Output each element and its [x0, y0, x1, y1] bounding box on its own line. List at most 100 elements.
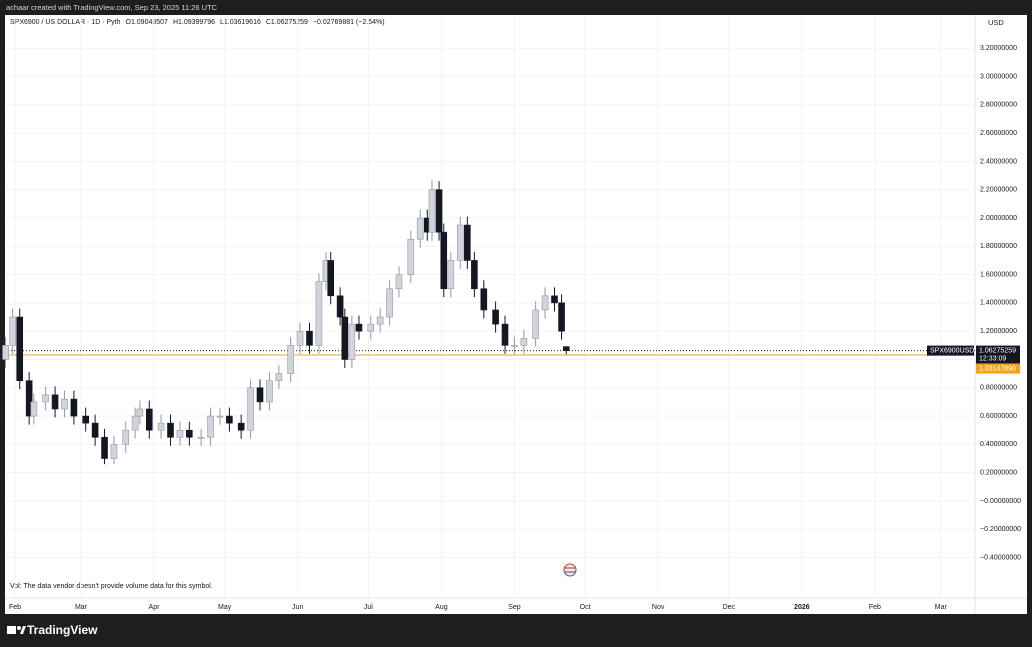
chart-panel — [5, 15, 1027, 614]
candle-body — [541, 295, 549, 311]
flag-circle — [563, 563, 577, 577]
ohlc-value: L1.03619616 — [220, 19, 261, 26]
x-tick-label: Apr — [149, 604, 161, 611]
price-label: 1.06275259 — [979, 347, 1016, 354]
y-tick-label: 0.60000000 — [980, 413, 1017, 420]
flag-icon — [563, 563, 577, 577]
candle-body — [532, 309, 539, 339]
candle-body — [520, 337, 528, 346]
candle-body — [395, 274, 403, 290]
candle-body — [341, 316, 349, 360]
y-tick-label: 0.40000000 — [980, 441, 1017, 448]
candle-body — [306, 330, 313, 346]
x-tick-label: Feb — [869, 604, 881, 611]
candle-body — [464, 224, 471, 261]
candle-body — [256, 387, 264, 403]
x-tick-label: Jun — [292, 604, 303, 611]
candle-body — [30, 401, 38, 417]
candle-body — [435, 189, 443, 233]
brand-logo: TradingView — [7, 623, 98, 637]
x-tick-label: Feb — [9, 604, 21, 611]
candle-body — [145, 408, 153, 431]
candle-body — [42, 394, 49, 403]
candle-body — [355, 323, 363, 332]
ohlc-value: C1.06275259 — [266, 19, 308, 26]
logo-mark — [7, 626, 16, 634]
candle-body — [237, 422, 245, 431]
candle-body — [492, 309, 499, 325]
currency: USD — [988, 18, 1004, 27]
x-tick-label: Sep — [508, 604, 521, 611]
y-tick-label: −0.40000000 — [980, 554, 1021, 561]
y-tick-label: 1.60000000 — [980, 271, 1017, 278]
attribution: achaar created with TradingView.com, Sep… — [6, 3, 218, 12]
x-tick-label: 2026 — [794, 604, 810, 611]
y-tick-label: 2.20000000 — [980, 187, 1017, 194]
y-tick-label: −0.20000000 — [980, 526, 1021, 533]
candle-body — [82, 415, 89, 424]
x-tick-label: Aug — [435, 604, 448, 611]
x-tick-label: Nov — [652, 604, 665, 611]
y-tick-label: 1.80000000 — [980, 243, 1017, 250]
symbol-tag-box — [927, 345, 974, 356]
price-label-box — [976, 363, 1020, 374]
candle-body — [428, 189, 436, 233]
volume-note: Vol: The data vendor doesn't provide vol… — [10, 583, 213, 590]
candle-body — [91, 422, 99, 438]
candle-body — [25, 380, 33, 417]
logo-mark — [20, 626, 26, 634]
candle-body — [16, 316, 24, 382]
y-tick-label: 2.80000000 — [980, 102, 1017, 109]
candle-body — [70, 398, 78, 417]
candle-body — [122, 429, 130, 445]
candle-body — [471, 260, 478, 290]
symbol: SPX6900 / US DOLLAR · 1D · Pyth — [10, 19, 121, 26]
candle-body — [226, 415, 233, 424]
y-tick-label: 2.60000000 — [980, 130, 1017, 137]
candle-body — [407, 238, 415, 275]
y-tick-label: 1.20000000 — [980, 328, 1017, 335]
candle-body — [216, 415, 224, 418]
candle-body — [157, 422, 165, 431]
candle-body — [275, 373, 283, 382]
candle-body — [167, 422, 174, 438]
candle-body — [501, 323, 509, 346]
x-tick-label: Dec — [723, 604, 736, 611]
countdown: 12:33:09 — [979, 355, 1006, 362]
candle-body — [551, 295, 558, 304]
candle-body — [327, 260, 334, 297]
x-tick-label: Jul — [364, 604, 373, 611]
price-label: 1.03147890 — [979, 365, 1016, 372]
candle-body — [287, 345, 294, 374]
candle-body — [315, 281, 323, 346]
candle-body — [110, 444, 118, 459]
candle-body — [447, 260, 455, 290]
candle-body — [416, 217, 424, 240]
x-tick-label: Mar — [935, 604, 948, 611]
candle-body — [376, 316, 384, 325]
candle-body — [456, 224, 464, 261]
candle-body — [558, 302, 565, 332]
candle-body — [440, 231, 448, 290]
y-tick-label: 2.00000000 — [980, 215, 1017, 222]
candle-body — [207, 415, 214, 438]
candle-body — [197, 436, 205, 439]
y-tick-label: 2.40000000 — [980, 158, 1017, 165]
candle-body — [61, 398, 68, 410]
y-tick-label: 1.40000000 — [980, 300, 1017, 307]
candle-body — [336, 295, 344, 318]
candle-body — [348, 323, 356, 360]
x-tick-label: Mar — [75, 604, 88, 611]
candle-body — [176, 429, 184, 438]
candle-body — [296, 330, 304, 346]
candle-body — [266, 380, 273, 403]
y-tick-label: 0.80000000 — [980, 385, 1017, 392]
ohlc-value: O1.09043507 — [126, 19, 169, 26]
candle-body — [186, 429, 193, 438]
change: −0.02769881 (−2.54%) — [313, 19, 385, 26]
legend-header: SPX6900 / US DOLLAR · 1D · Pyth O1.090435… — [10, 19, 385, 26]
candle-body — [511, 345, 518, 347]
y-tick-label: 0.20000000 — [980, 470, 1017, 477]
